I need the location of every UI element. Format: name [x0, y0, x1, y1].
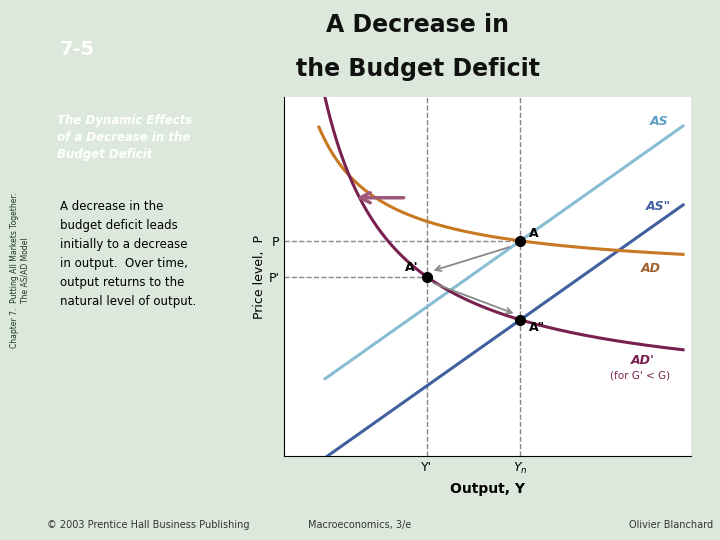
Text: AS: AS — [649, 115, 668, 128]
Text: The Dynamic Effects
of a Decrease in the
Budget Deficit: The Dynamic Effects of a Decrease in the… — [58, 114, 193, 161]
Text: A': A' — [405, 261, 418, 274]
Text: AD': AD' — [631, 354, 654, 367]
Text: A Decrease in: A Decrease in — [326, 14, 509, 37]
Text: Olivier Blanchard: Olivier Blanchard — [629, 520, 713, 530]
Text: A: A — [528, 227, 538, 240]
Text: A": A" — [528, 321, 545, 334]
Text: AD: AD — [641, 262, 660, 275]
Text: A decrease in the
budget deficit leads
initially to a decrease
in output.  Over : A decrease in the budget deficit leads i… — [60, 200, 196, 308]
Text: Chapter 7.  Putting All Markets Together:
The AS/AD Model: Chapter 7. Putting All Markets Together:… — [10, 192, 30, 348]
Text: the Budget Deficit: the Budget Deficit — [296, 57, 539, 80]
Text: 7-5: 7-5 — [60, 40, 95, 59]
X-axis label: Output, Y: Output, Y — [450, 482, 526, 496]
Text: (for G' < G): (for G' < G) — [611, 371, 670, 381]
Text: AS": AS" — [646, 200, 671, 213]
Text: © 2003 Prentice Hall Business Publishing: © 2003 Prentice Hall Business Publishing — [47, 520, 249, 530]
Y-axis label: Price level,  P: Price level, P — [253, 235, 266, 319]
Text: Macroeconomics, 3/e: Macroeconomics, 3/e — [308, 520, 412, 530]
